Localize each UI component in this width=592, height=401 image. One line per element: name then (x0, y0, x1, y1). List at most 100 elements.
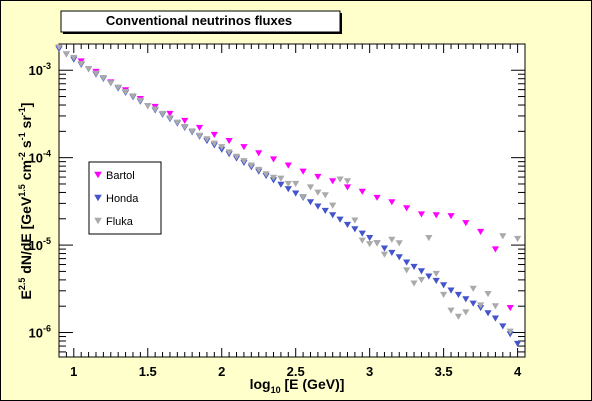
honda-point (454, 291, 463, 298)
bartol-point (225, 137, 233, 145)
fluka-point (425, 235, 433, 242)
y-tick-label: 10-5 (29, 236, 51, 253)
fluka-point (336, 176, 344, 183)
honda-point (447, 287, 455, 294)
honda-point (366, 235, 374, 242)
fluka-point (321, 192, 329, 199)
honda-legend-marker (94, 194, 102, 202)
bartol-point (491, 246, 500, 253)
fluka-point (388, 236, 396, 243)
legend: Bartol Honda Fluka (88, 161, 162, 235)
honda-point (306, 199, 315, 206)
bartol-point (299, 168, 307, 175)
fluka-point (499, 233, 507, 240)
bartol-point (166, 110, 174, 118)
bartol-point (506, 304, 514, 312)
fluka-point (151, 106, 159, 113)
fluka-point (447, 307, 455, 314)
honda-point (462, 296, 470, 303)
fluka-point (195, 132, 204, 139)
x-tick-label: 2 (218, 364, 225, 379)
fluka-point (314, 189, 322, 196)
fluka-point (62, 51, 70, 58)
honda-point (329, 212, 337, 219)
honda-point (469, 300, 477, 307)
fluka-point (210, 140, 218, 147)
fluka-point (491, 303, 500, 310)
honda-point (425, 273, 433, 280)
bartol-point (477, 228, 485, 236)
fluka-point (351, 217, 359, 224)
x-axis-label: log10 [E (GeV)] (250, 376, 345, 395)
fluka-point (462, 309, 470, 316)
fluka-point (136, 97, 144, 104)
fluka-point (188, 128, 196, 135)
fluka-point (262, 171, 270, 178)
fluka-point (225, 149, 233, 156)
y-axis-label-text: cm (18, 160, 34, 184)
y-axis-label-text: ] (18, 103, 34, 108)
fluka-point (84, 66, 93, 73)
honda-point (314, 203, 322, 210)
fluka-point (477, 302, 485, 309)
honda-point (417, 268, 426, 275)
fluka-point (129, 93, 137, 100)
bartol-point (314, 173, 322, 180)
y-axis-label: E2.5 dN/dE [GeV1.5 cm-2 s-1 sr-1] (17, 103, 34, 300)
honda-point (403, 259, 411, 266)
x-tick-label: 4 (514, 364, 522, 379)
x-axis-label-subscript: 10 (271, 385, 281, 395)
honda-point (410, 263, 418, 271)
fluka-point (240, 158, 248, 165)
honda-point (514, 340, 522, 347)
bartol-legend-marker (94, 171, 102, 179)
bartol-point (329, 178, 337, 185)
fluka-point (114, 84, 122, 91)
fluka-point (277, 175, 285, 182)
x-tick-label: 2.5 (287, 364, 305, 379)
fluka-point (380, 251, 389, 258)
honda-point (343, 221, 352, 229)
honda-point (284, 186, 292, 193)
legend-label: Honda (106, 193, 139, 205)
honda-point (292, 190, 300, 197)
x-axis-label-prefix: log (250, 376, 271, 392)
chart-title: Conventional neutrinos fluxes (106, 13, 292, 28)
bartol-point (343, 184, 352, 191)
bartol-point (181, 117, 189, 124)
bartol-point (195, 124, 204, 131)
fluka-point (454, 313, 463, 320)
bartol-point (240, 144, 248, 151)
fluka-point (292, 180, 300, 187)
fluka-point (107, 80, 115, 87)
y-axis-label-text: dN/dE [GeV (18, 196, 34, 278)
fluka-point (247, 162, 255, 169)
axes: 1 1.5 2 2.5 3 3.5 4 10-3 10-4 10-5 10-6 (29, 44, 526, 379)
fluka-point (121, 89, 130, 96)
y-axis-label-text: s (18, 140, 34, 152)
bartol-point (388, 199, 396, 206)
fluka-point (70, 54, 78, 62)
fluka-point (92, 70, 100, 77)
fluka-point (218, 144, 226, 151)
fluka-point (484, 290, 492, 298)
fluka-legend-marker (94, 217, 102, 225)
data-markers (55, 44, 522, 347)
fluka-point (306, 184, 315, 191)
fluka-point (255, 166, 263, 173)
fluka-point (343, 178, 352, 185)
honda-point (351, 226, 359, 233)
fluka-point (440, 291, 448, 298)
honda-point (491, 315, 500, 322)
y-axis-label-superscript: 2.5 (17, 278, 27, 291)
fluka-point (410, 280, 418, 287)
title-box: Conventional neutrinos fluxes (60, 10, 342, 34)
fluka-point (203, 136, 211, 143)
fluka-point (329, 202, 337, 209)
fluka-point (417, 277, 426, 284)
fluka-point (173, 119, 181, 126)
fluka-point (358, 237, 366, 244)
fluka-point (181, 123, 189, 131)
y-axis-label-superscript: -1 (17, 132, 27, 140)
